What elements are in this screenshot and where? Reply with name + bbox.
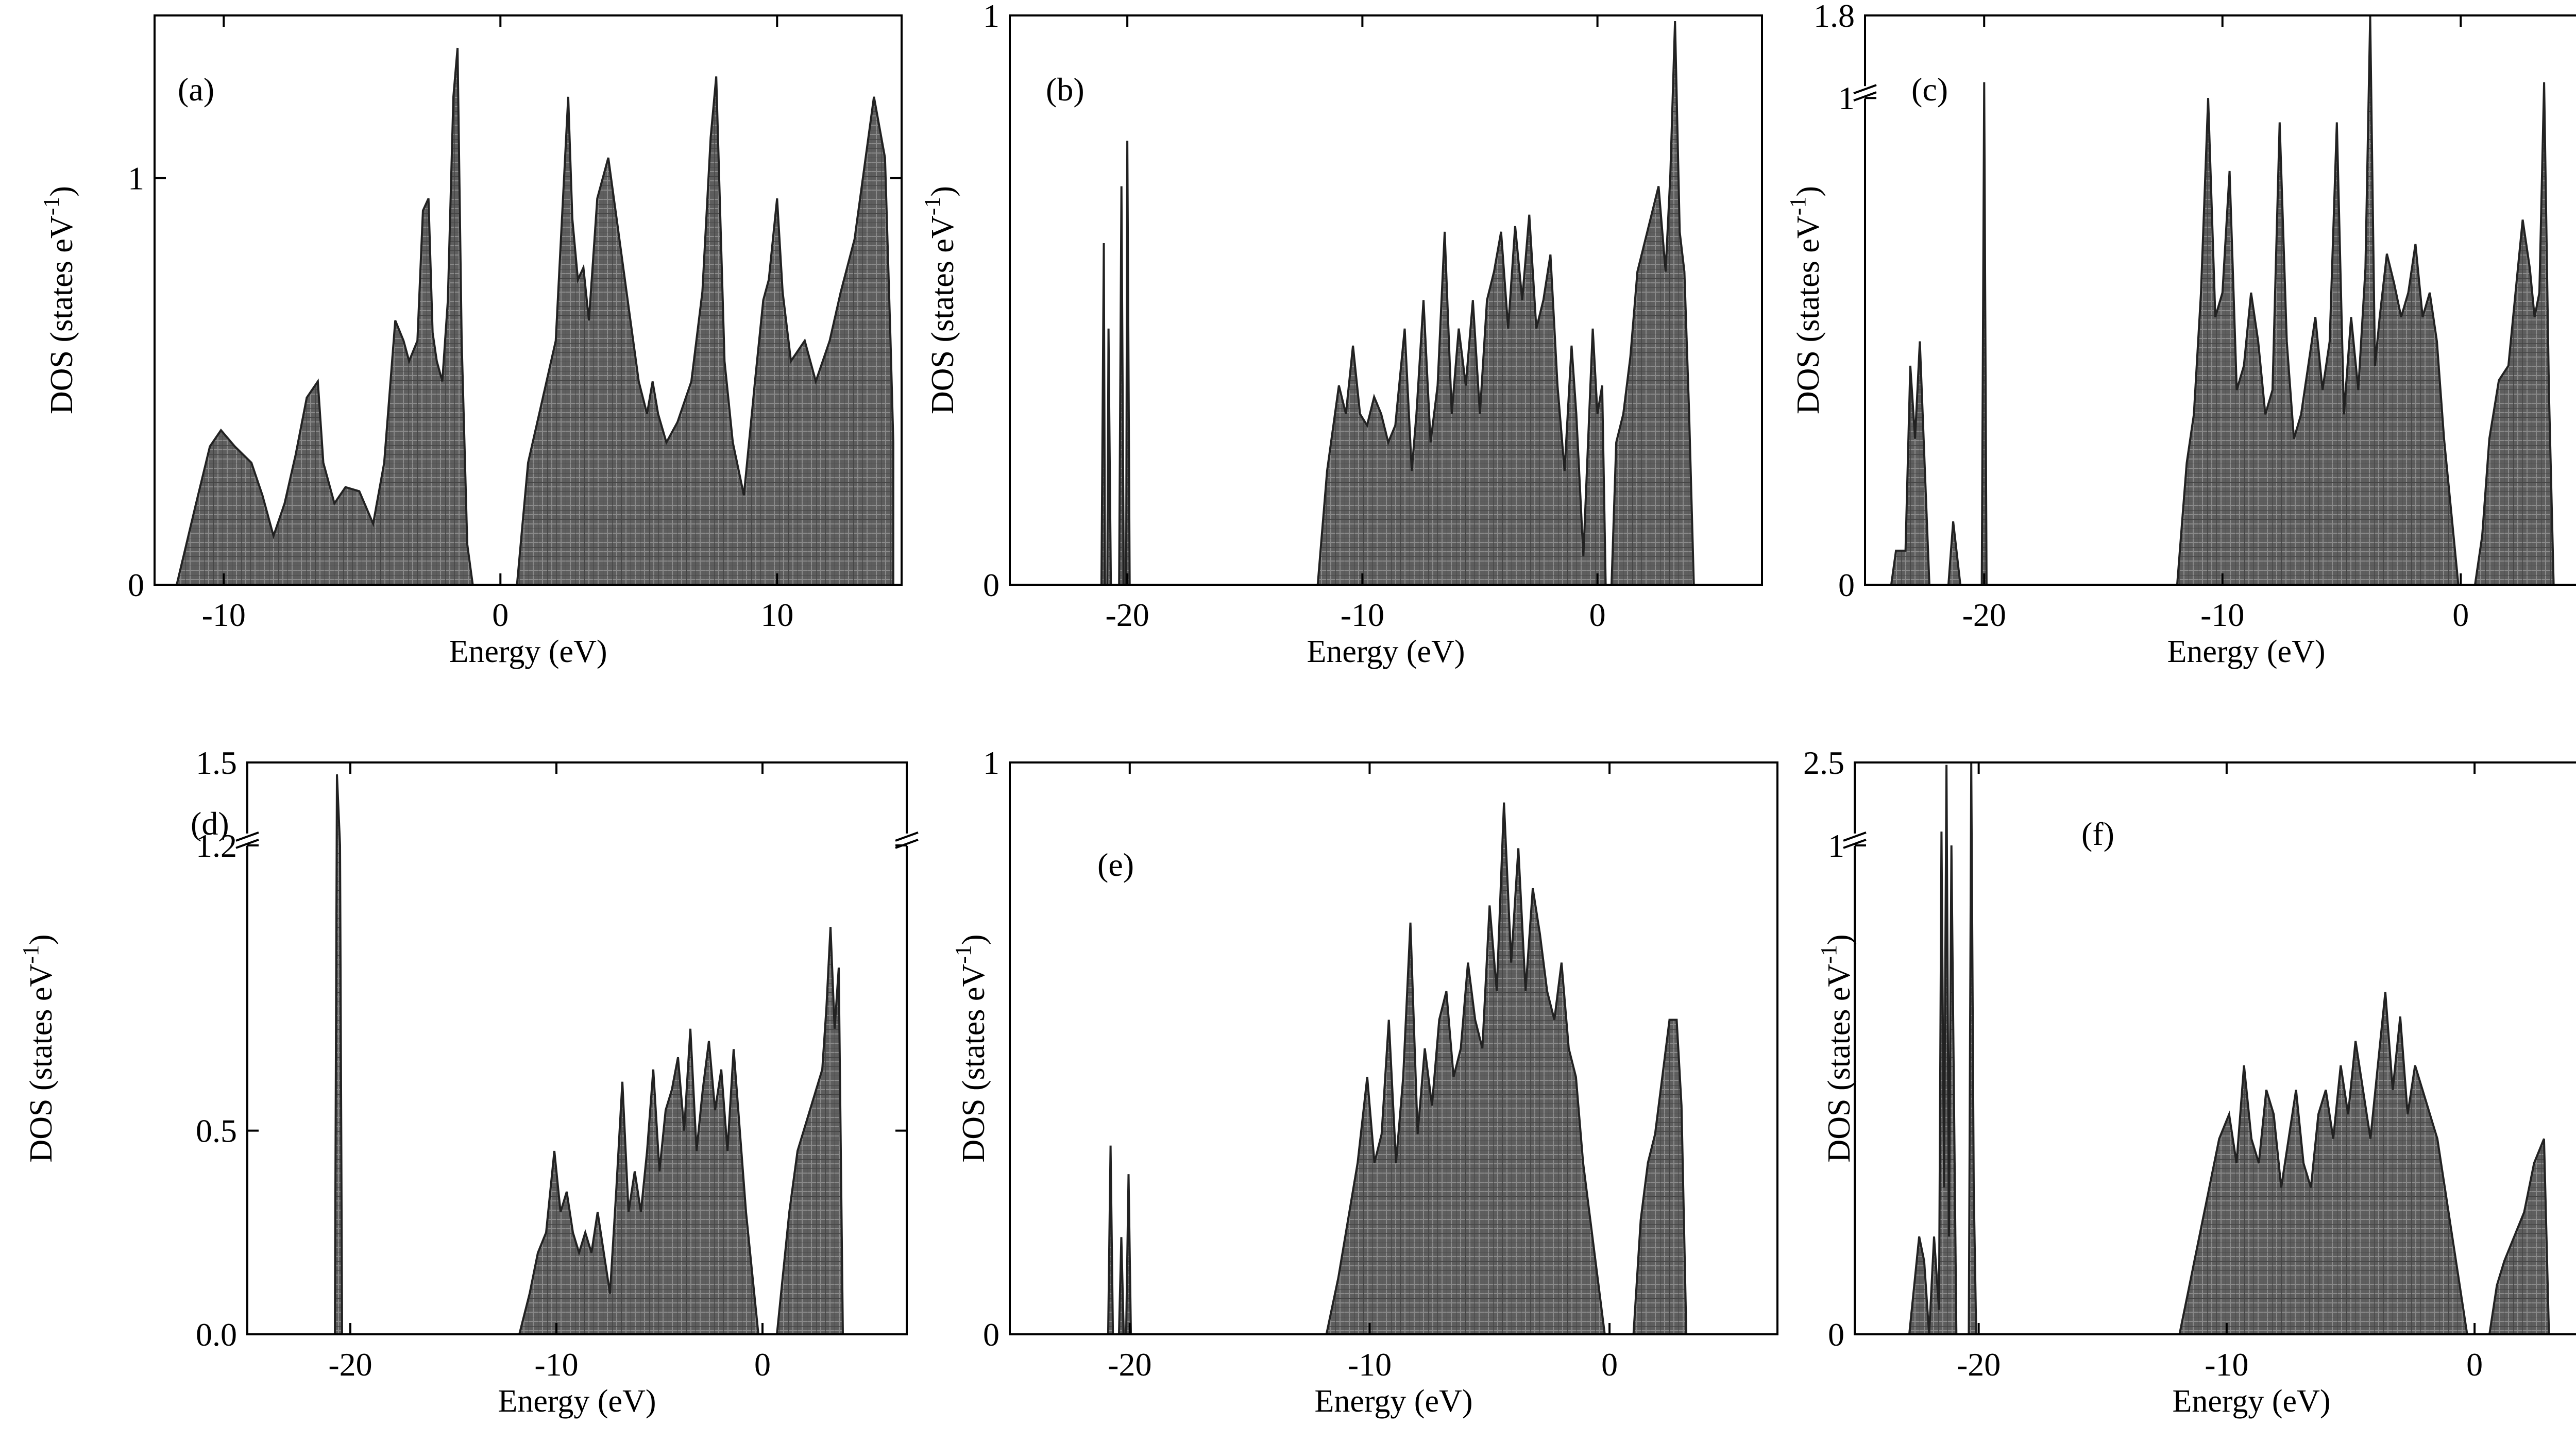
dos-panel-e: -20 -10 0 0 1 (e) Energy (eV) DOS (states eV-1) — [951, 744, 1778, 1419]
y-axis-label-end: ) — [1822, 934, 1857, 945]
panel-label: (c) — [1911, 71, 1948, 108]
panel-label: (e) — [1097, 846, 1134, 883]
panel-label: (b) — [1046, 71, 1084, 108]
y-axis-label-end: ) — [925, 186, 960, 197]
panel-label: (f) — [2081, 816, 2114, 852]
y-axis-label-end: ) — [24, 934, 59, 945]
axis-break-mark — [1843, 838, 1867, 849]
y-tick-label: 1 — [983, 744, 999, 781]
plot-frame — [246, 761, 908, 1335]
y-axis-label: DOS (states eV-1) — [1816, 934, 1857, 1162]
y-axis-label-sup: -1 — [1785, 197, 1810, 216]
x-tick-label: 0 — [1601, 1346, 1618, 1383]
x-tick-label: -20 — [1108, 1346, 1151, 1383]
y-axis-label-sup: -1 — [39, 197, 64, 216]
y-axis-label-main: DOS (states eV — [1791, 215, 1826, 414]
dos-area — [176, 47, 894, 586]
x-tick-label: -10 — [1341, 597, 1384, 633]
x-tick-label: -20 — [1957, 1346, 2001, 1383]
y-axis-label: DOS (states eV-1) — [951, 934, 991, 1162]
x-tick-label: -10 — [1348, 1346, 1392, 1383]
x-tick-label: -20 — [328, 1346, 372, 1383]
y-tick-label: 1.8 — [1814, 0, 1855, 34]
dos-area — [1890, 15, 2555, 586]
x-axis-label: Energy (eV) — [498, 1384, 656, 1419]
y-axis-label-end: ) — [1791, 186, 1826, 197]
dos-panel-f: -20 -10 0 0 1 2.5 (f) Energy (eV) DOS (states eV… — [1803, 744, 2576, 1419]
y-tick-label: 0 — [983, 1316, 999, 1353]
x-tick-label: 10 — [760, 597, 793, 633]
x-tick-label: -10 — [202, 597, 246, 633]
y-axis-label-end: ) — [44, 186, 79, 197]
y-tick-label: 1 — [1828, 827, 1844, 864]
x-axis-label: Energy (eV) — [1307, 634, 1465, 669]
x-tick-label: -20 — [1962, 597, 2006, 633]
y-tick-label: 0.5 — [196, 1113, 237, 1149]
y-tick-label: 1 — [1838, 80, 1855, 116]
panel-label: (a) — [178, 71, 214, 108]
y-tick-label: 0 — [1828, 1316, 1844, 1353]
plot-frame — [154, 14, 903, 586]
x-axis-label: Energy (eV) — [449, 634, 607, 669]
y-axis-label: DOS (states eV-1) — [1785, 186, 1826, 414]
x-tick-label: -10 — [2205, 1346, 2248, 1383]
x-axis-label: Energy (eV) — [1314, 1384, 1472, 1419]
y-tick-label: 2.5 — [1803, 744, 1844, 781]
y-axis-label-sup: -1 — [951, 945, 976, 964]
plot-frame — [1009, 14, 1763, 586]
x-tick-label: 0 — [2452, 597, 2469, 633]
dos-area — [1908, 762, 2550, 1335]
y-axis-label-end: ) — [956, 934, 991, 945]
y-tick-label: 0 — [1838, 567, 1855, 603]
y-tick-label: 0 — [128, 567, 144, 603]
x-tick-label: 0 — [1589, 597, 1606, 633]
y-axis-label-sup: -1 — [920, 197, 945, 216]
axis-break-mark — [235, 831, 259, 842]
dos-panel-c: -20 -10 0 0 1 1.8 (c) Energy (eV) DOS (states eV… — [1785, 0, 2576, 669]
y-tick-label: 1 — [128, 160, 144, 197]
y-tick-label: 0 — [983, 567, 999, 603]
axis-break-mark — [1843, 831, 1867, 842]
dos-area — [333, 774, 844, 1335]
y-tick-label: 0.0 — [196, 1316, 237, 1353]
x-tick-label: 0 — [2466, 1346, 2483, 1383]
axis-break-mark — [895, 838, 919, 849]
y-axis-label: DOS (states eV-1) — [39, 186, 79, 414]
axis-break-mark — [235, 838, 259, 849]
y-tick-label: 1 — [983, 0, 999, 34]
axis-break-mark — [1853, 91, 1877, 102]
panel-label: (d) — [191, 805, 229, 842]
plot-frame — [1854, 761, 2576, 1335]
dos-area — [1107, 802, 1688, 1335]
dos-panel-a: -10 0 10 0 1 (a) Energy (eV) DOS (states eV-1) — [39, 14, 903, 669]
y-axis-label: DOS (states eV-1) — [18, 934, 59, 1162]
axis-break-mark — [1853, 84, 1877, 95]
y-axis-label-main: DOS (states eV — [956, 964, 991, 1163]
y-axis-label-main: DOS (states eV — [24, 964, 59, 1163]
x-tick-label: -10 — [2200, 597, 2244, 633]
y-axis-label-main: DOS (states eV — [925, 215, 960, 414]
y-axis-label-sup: -1 — [18, 945, 43, 964]
plot-frame — [1009, 761, 1778, 1335]
x-tick-label: 0 — [754, 1346, 771, 1383]
y-axis-label-main: DOS (states eV — [1822, 964, 1857, 1163]
axis-break-mark — [895, 831, 919, 842]
y-axis-label-sup: -1 — [1816, 945, 1841, 964]
dos-area — [1100, 21, 1695, 586]
x-axis-label: Energy (eV) — [2172, 1384, 2330, 1419]
x-axis-label: Energy (eV) — [2167, 634, 2325, 669]
y-tick-label: 1.2 — [196, 827, 237, 864]
y-axis-label-main: DOS (states eV — [44, 215, 79, 414]
dos-panel-d: -20 -10 0 0.0 0.5 1.2 1.5 (d) Energy (eV) DOS (st… — [18, 744, 919, 1419]
plot-frame — [1864, 14, 2576, 586]
dos-panel-b: -20 -10 0 0 1 (b) Energy (eV) DOS (states eV-1) — [920, 0, 1763, 669]
x-tick-label: -10 — [534, 1346, 578, 1383]
x-tick-label: -20 — [1105, 597, 1149, 633]
y-tick-label: 1.5 — [196, 744, 237, 781]
x-tick-label: 0 — [492, 597, 509, 633]
y-axis-label: DOS (states eV-1) — [920, 186, 960, 414]
